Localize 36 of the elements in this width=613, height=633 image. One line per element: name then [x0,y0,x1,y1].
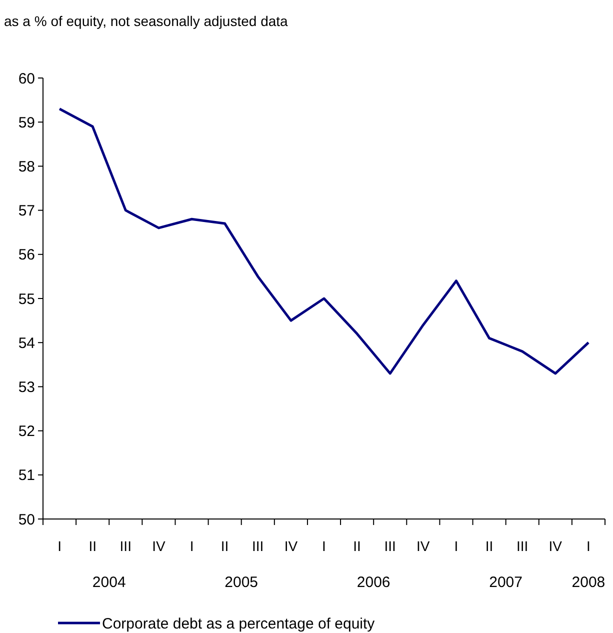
y-tick-label: 55 [18,290,35,308]
x-tick-label: IV [284,538,298,554]
x-tick-label: II [353,538,361,554]
text: 2006 [356,574,390,591]
x-tick-label: III [516,538,528,554]
y-tick-label: 51 [18,467,35,484]
y-tick-label: 59 [18,114,35,132]
text: 2005 [224,574,258,591]
y-tick-label: 53 [18,378,35,396]
y-tick-label: 56 [18,246,35,264]
x-tick-label: IV [416,538,430,554]
text: 2004 [92,574,126,591]
y-tick-label: 50 [18,511,35,528]
y-tick-label: 58 [18,158,35,176]
y-tick-label: 52 [18,423,35,440]
x-tick-label: I [190,538,194,554]
text: 2008 [572,574,606,591]
x-tick-label: I [322,538,326,554]
x-tick-label: III [384,538,396,554]
chart-title: as a % of equity, not seasonally adjusted data [4,13,288,29]
x-tick-label: I [58,538,62,554]
x-tick-label: III [120,538,132,554]
legend-label: Corporate debt as a percentage of equity [102,615,376,632]
text: 2007 [489,574,523,591]
x-tick-label: II [220,538,229,554]
y-tick-label: 54 [18,334,35,352]
y-tick-label: 57 [18,202,35,220]
x-tick-label: II [485,538,494,554]
x-tick-label: IV [548,538,563,554]
x-tick-label: I [454,538,458,554]
x-tick-label: II [88,538,96,554]
x-tick-label: I [586,538,590,554]
x-tick-label: III [252,538,264,554]
y-tick-label: 60 [18,70,35,88]
line-series [58,108,590,375]
x-tick-label: IV [152,538,166,554]
